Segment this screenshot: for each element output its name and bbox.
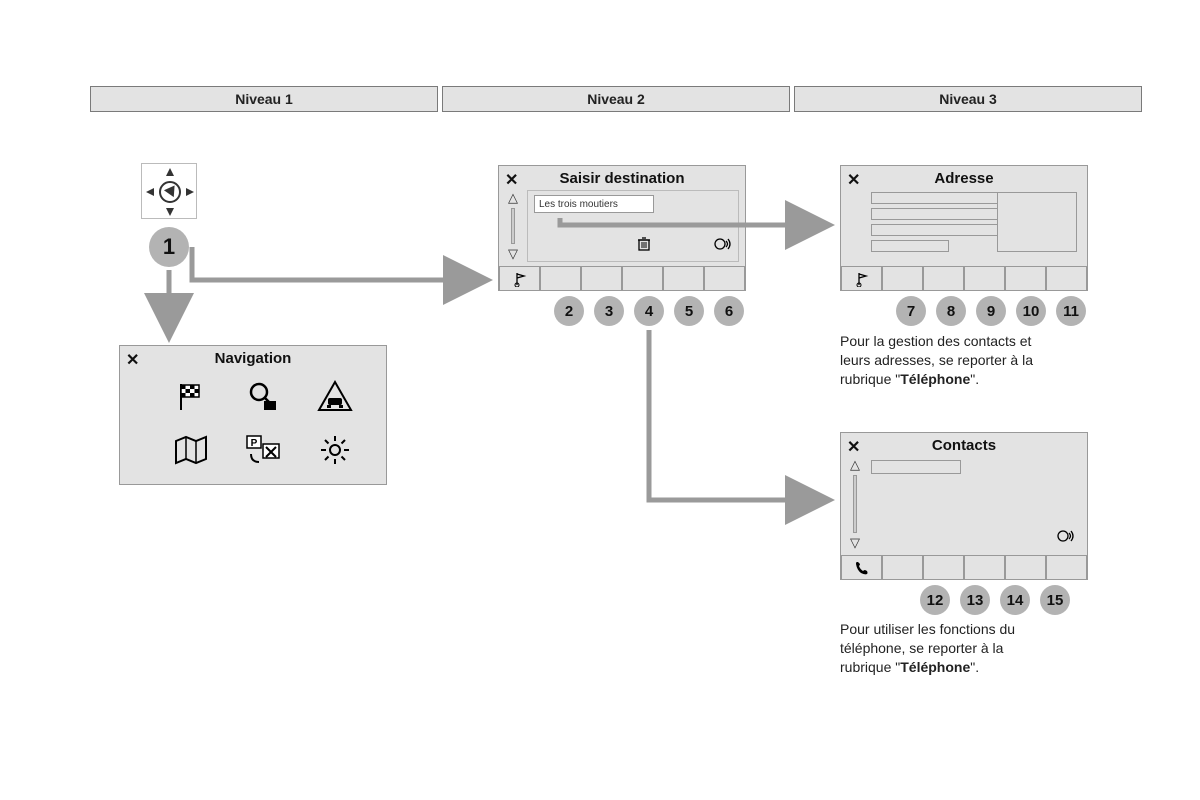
tab-5[interactable]	[663, 266, 704, 290]
address-field-3[interactable]	[871, 224, 1001, 236]
step-bubble-6: 6	[714, 296, 744, 326]
level-headers: Niveau 1 Niveau 2 Niveau 3	[90, 86, 1142, 112]
contacts-input[interactable]	[871, 460, 961, 474]
tab-6[interactable]	[704, 266, 745, 290]
navigation-panel: ✕ Navigation P	[119, 345, 387, 485]
step-bubble-3: 3	[594, 296, 624, 326]
pin-flag-icon	[854, 271, 870, 287]
note-line: ".	[970, 659, 979, 675]
contacts-tabs	[841, 555, 1087, 579]
scroll-column[interactable]: △ ▽	[503, 190, 523, 262]
header-level-3: Niveau 3	[794, 86, 1142, 112]
flag-icon[interactable]	[175, 380, 207, 417]
destination-panel: ✕ Saisir destination △ ▽ Les trois mouti…	[498, 165, 746, 291]
tab-5[interactable]	[1005, 555, 1046, 579]
tab-1[interactable]	[841, 266, 882, 290]
tab-3[interactable]	[923, 555, 964, 579]
address-field-2[interactable]	[871, 208, 1001, 220]
tab-1[interactable]	[841, 555, 882, 579]
tab-3[interactable]	[581, 266, 622, 290]
note-bold: Téléphone	[900, 659, 970, 675]
navigation-panel-title: Navigation	[120, 350, 386, 367]
address-tabs	[841, 266, 1087, 290]
compass-icon[interactable]	[141, 163, 197, 219]
search-icon[interactable]	[246, 379, 280, 418]
step-bubble-7: 7	[896, 296, 926, 326]
tab-6[interactable]	[1046, 555, 1087, 579]
note-line: rubrique "	[840, 371, 900, 387]
step-bubble-1: 1	[149, 227, 189, 267]
note-address: Pour la gestion des contacts et leurs ad…	[840, 332, 1110, 389]
pin-flag-icon	[512, 271, 528, 287]
step-bubble-5: 5	[674, 296, 704, 326]
poi-icon[interactable]: P	[245, 434, 281, 471]
address-field-1[interactable]	[871, 192, 1001, 204]
trash-icon[interactable]	[636, 236, 652, 257]
voice-icon[interactable]	[714, 236, 732, 257]
address-form	[871, 192, 1001, 252]
address-preview	[997, 192, 1077, 252]
tab-4[interactable]	[622, 266, 663, 290]
address-panel-title: Adresse	[841, 170, 1087, 187]
scroll-column[interactable]: △ ▽	[845, 457, 865, 551]
address-panel: ✕ Adresse	[840, 165, 1088, 291]
contacts-panel-title: Contacts	[841, 437, 1087, 454]
tab-2[interactable]	[882, 555, 923, 579]
traffic-icon[interactable]	[317, 380, 353, 417]
tab-1[interactable]	[499, 266, 540, 290]
svg-text:P: P	[251, 438, 258, 449]
note-line: leurs adresses, se reporter à la	[840, 352, 1033, 368]
step-bubble-4: 4	[634, 296, 664, 326]
step-bubble-14: 14	[1000, 585, 1030, 615]
down-arrow-icon[interactable]: ▽	[508, 246, 518, 262]
note-contacts: Pour utiliser les fonctions du téléphone…	[840, 620, 1110, 677]
step-bubble-12: 12	[920, 585, 950, 615]
tab-6[interactable]	[1046, 266, 1087, 290]
settings-icon[interactable]	[319, 434, 351, 471]
tab-2[interactable]	[540, 266, 581, 290]
tab-4[interactable]	[964, 555, 1005, 579]
step-bubble-13: 13	[960, 585, 990, 615]
note-line: Pour la gestion des contacts et	[840, 333, 1031, 349]
note-line: ".	[970, 371, 979, 387]
destination-tabs	[499, 266, 745, 290]
note-line: téléphone, se reporter à la	[840, 640, 1003, 656]
map-icon[interactable]	[174, 435, 208, 470]
contacts-panel: ✕ Contacts △ ▽	[840, 432, 1088, 580]
tab-4[interactable]	[964, 266, 1005, 290]
up-arrow-icon[interactable]: △	[850, 457, 860, 473]
step-bubble-2: 2	[554, 296, 584, 326]
phone-icon	[854, 560, 870, 576]
voice-icon[interactable]	[1057, 528, 1075, 549]
step-bubble-10: 10	[1016, 296, 1046, 326]
tab-5[interactable]	[1005, 266, 1046, 290]
down-arrow-icon[interactable]: ▽	[850, 535, 860, 551]
up-arrow-icon[interactable]: △	[508, 190, 518, 206]
step-bubble-15: 15	[1040, 585, 1070, 615]
note-bold: Téléphone	[900, 371, 970, 387]
note-line: rubrique "	[840, 659, 900, 675]
destination-panel-title: Saisir destination	[499, 170, 745, 187]
header-level-2: Niveau 2	[442, 86, 790, 112]
tab-3[interactable]	[923, 266, 964, 290]
step-bubble-9: 9	[976, 296, 1006, 326]
header-level-1: Niveau 1	[90, 86, 438, 112]
step-bubble-11: 11	[1056, 296, 1086, 326]
step-bubble-8: 8	[936, 296, 966, 326]
tab-2[interactable]	[882, 266, 923, 290]
address-field-4[interactable]	[871, 240, 949, 252]
destination-search-text[interactable]: Les trois moutiers	[534, 195, 654, 213]
note-line: Pour utiliser les fonctions du	[840, 621, 1015, 637]
destination-inner: Les trois moutiers	[527, 190, 739, 262]
